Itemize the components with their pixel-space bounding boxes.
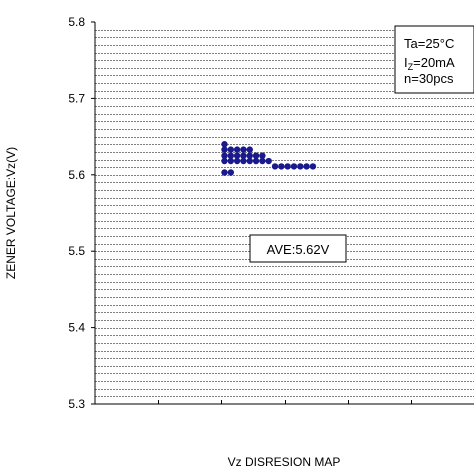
data-point (233, 152, 241, 159)
conditions-n: n=30pcs (404, 71, 454, 86)
y-ticks: 5.3 5.4 5.5 5.6 5.7 5.8 (68, 15, 95, 411)
y-tick-label: 5.3 (68, 397, 85, 411)
data-point (303, 163, 310, 170)
data-point (233, 157, 241, 165)
data-point (240, 146, 247, 153)
data-point (278, 163, 285, 170)
y-tick-label: 5.5 (68, 244, 85, 258)
data-point (233, 146, 241, 153)
y-axis-title: ZENER VOLTAGE:Vz(V) (4, 147, 18, 279)
data-point (290, 163, 298, 170)
data-point (252, 157, 260, 165)
scatter-points (221, 141, 317, 176)
data-point (246, 157, 253, 165)
data-point (252, 152, 260, 159)
data-point (271, 163, 279, 170)
data-point (240, 152, 247, 159)
data-point (246, 146, 253, 153)
data-point (227, 169, 235, 176)
data-point (284, 163, 291, 170)
data-point (221, 146, 228, 153)
y-tick-label: 5.4 (68, 321, 85, 335)
data-point (227, 157, 235, 165)
data-point (227, 152, 235, 159)
y-tick-label: 5.7 (68, 91, 85, 105)
data-point (221, 141, 228, 148)
average-label: AVE:5.62V (267, 242, 330, 257)
average-annotation: AVE:5.62V (249, 234, 347, 263)
conditions-iz: IZ=20mA (404, 55, 455, 72)
average-box (249, 234, 347, 263)
data-point (246, 152, 253, 159)
x-ticks (158, 400, 412, 404)
data-point (221, 169, 228, 176)
data-point (259, 157, 266, 165)
y-tick-label: 5.8 (68, 15, 85, 29)
data-point (297, 163, 304, 170)
x-axis-title: Vz DISRESION MAP (228, 455, 341, 469)
data-point (240, 157, 247, 165)
conditions-annotation: Ta=25°C IZ=20mA n=30pcs (394, 25, 474, 94)
data-point (309, 163, 317, 170)
data-point (221, 157, 228, 165)
y-tick-label: 5.6 (68, 168, 85, 182)
data-point (265, 157, 272, 165)
data-point (259, 152, 266, 159)
data-point (227, 146, 235, 153)
conditions-ta: Ta=25°C (404, 36, 454, 51)
data-point (221, 152, 228, 159)
conditions-box (394, 25, 474, 94)
